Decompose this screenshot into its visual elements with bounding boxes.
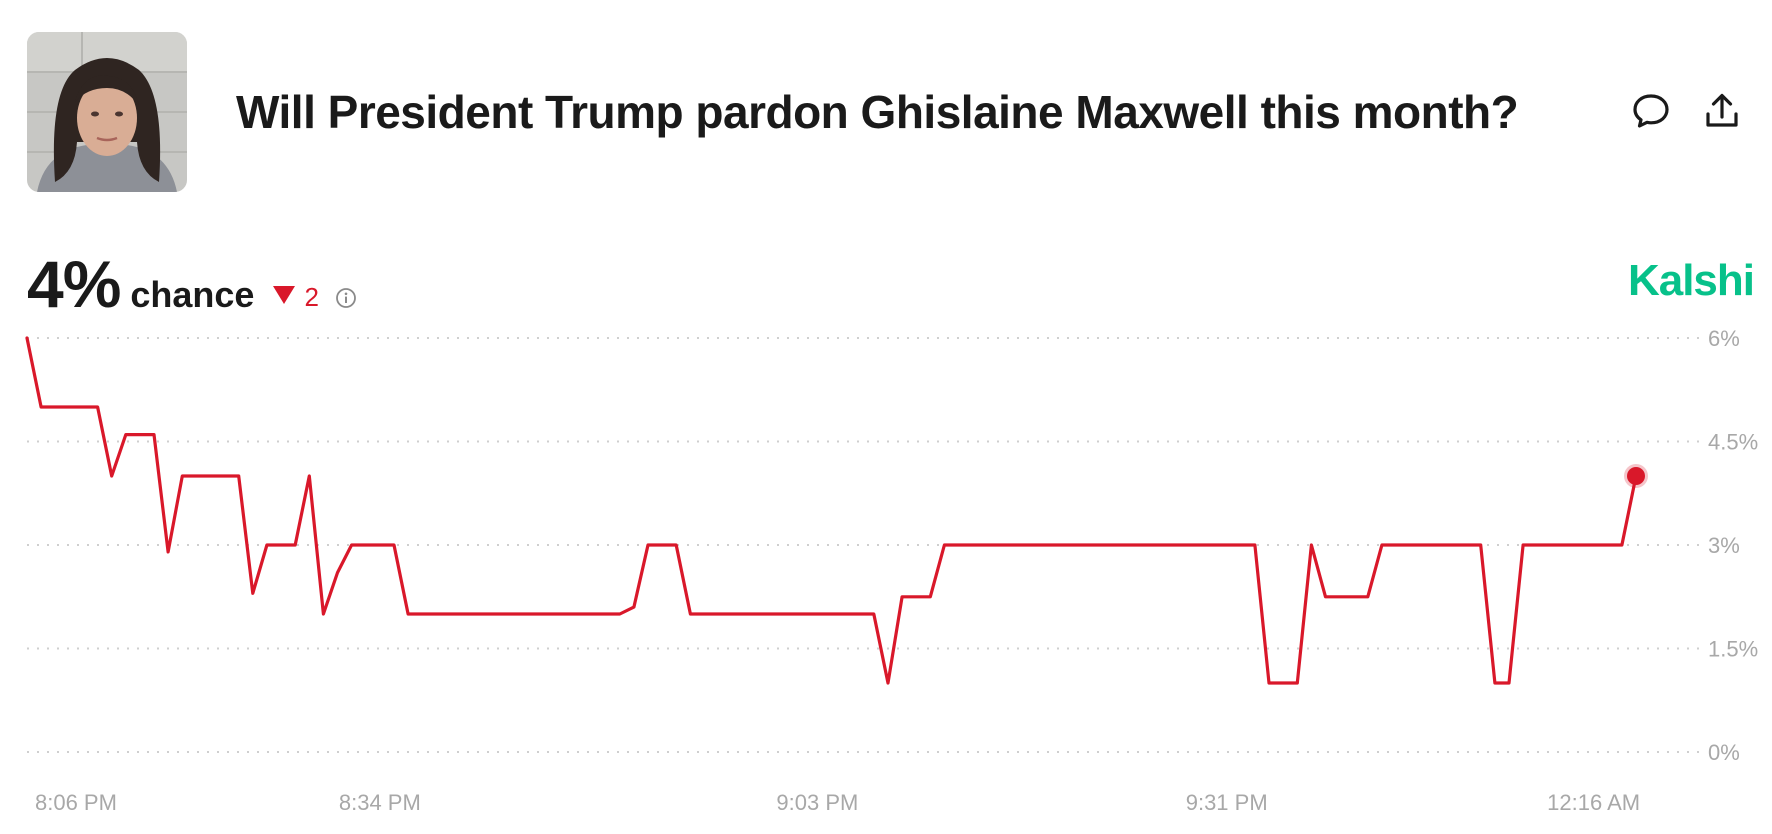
info-icon[interactable]: [335, 287, 357, 314]
comment-bubble-icon[interactable]: [1630, 90, 1672, 132]
series-line: [25, 336, 1638, 685]
y-tick-label: 0%: [1708, 740, 1740, 765]
y-tick-label: 3%: [1708, 533, 1740, 558]
x-tick-label: 9:31 PM: [1186, 790, 1268, 815]
x-tick-label: 9:03 PM: [776, 790, 858, 815]
market-header: Will President Trump pardon Ghislaine Ma…: [0, 0, 1772, 200]
chance-delta: 2: [272, 281, 319, 313]
delta-value: 2: [304, 281, 319, 312]
y-tick-label: 6%: [1708, 326, 1740, 351]
triangle-down-icon: [273, 286, 296, 304]
chance-label: chance: [130, 274, 255, 315]
share-upload-icon[interactable]: [1701, 90, 1743, 132]
latest-point[interactable]: [1627, 467, 1645, 485]
chance-summary: 4% chance 2: [27, 246, 357, 321]
y-tick-label: 1.5%: [1708, 637, 1758, 662]
x-tick-label: 8:06 PM: [35, 790, 117, 815]
market-title: Will President Trump pardon Ghislaine Ma…: [236, 86, 1519, 138]
market-avatar: [27, 32, 187, 192]
brand-logo: Kalshi: [1627, 256, 1755, 305]
x-tick-label: 8:34 PM: [339, 790, 421, 815]
y-tick-label: 4.5%: [1708, 430, 1758, 455]
chance-value: 4%: [27, 247, 121, 321]
x-tick-label: 12:16 AM: [1547, 790, 1640, 815]
